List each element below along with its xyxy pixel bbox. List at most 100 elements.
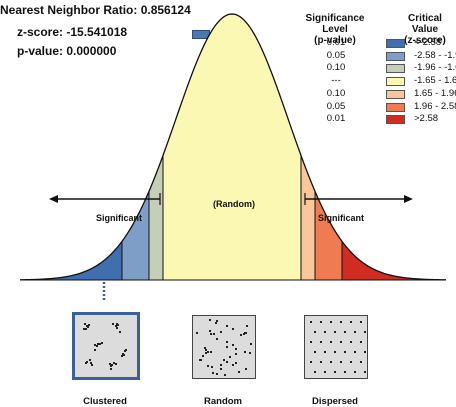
pattern-point (115, 326, 118, 329)
pattern-point (334, 371, 336, 373)
legend-swatch (386, 102, 405, 112)
pattern-point (354, 371, 356, 373)
band-p01-positive (342, 14, 446, 280)
legend-p-value: 0.01 (326, 37, 346, 48)
pattern-point (87, 324, 90, 327)
right-significance-arrow (304, 193, 413, 205)
pattern-point (364, 331, 366, 333)
band-p05-positive (315, 14, 342, 280)
pattern-point (310, 361, 312, 363)
pattern-point (219, 364, 222, 367)
pattern-point (110, 364, 113, 367)
pattern-point (94, 349, 97, 352)
pattern-point (206, 350, 209, 353)
legend-p-value: 0.05 (326, 49, 346, 61)
pattern-point (310, 321, 312, 323)
pattern-point (90, 364, 93, 367)
pattern-point (101, 342, 104, 345)
pattern-point (113, 361, 116, 364)
pattern-point (89, 362, 92, 365)
significance-level-title: Significance Level (305, 13, 365, 35)
nearest-neighbor-ratio: Nearest Neighbor Ratio: 0.856124 (0, 3, 191, 17)
curve-fill-bands (20, 14, 446, 280)
normal-distribution-curve (19, 13, 447, 300)
pattern-point (354, 351, 356, 353)
pattern-point (224, 373, 227, 376)
pattern-point (344, 351, 346, 353)
pattern-point (203, 346, 206, 349)
pattern-point (314, 371, 316, 373)
pattern-point (216, 319, 219, 322)
pattern-point (360, 321, 362, 323)
pattern-point (114, 324, 117, 327)
pattern-point (340, 341, 342, 343)
pattern-point (246, 325, 249, 328)
pattern-point (324, 371, 326, 373)
curve-outline (19, 13, 447, 281)
pattern-point (88, 359, 91, 362)
legend-p-value: 0.10 (326, 87, 346, 99)
band-p10-positive (301, 14, 315, 280)
legend-p-value: 0.01 (326, 113, 346, 125)
pattern-point (225, 341, 228, 344)
band-p10-negative (149, 14, 163, 280)
pattern-point (211, 372, 214, 375)
pattern-point (245, 332, 248, 335)
random-pattern-panel (192, 315, 256, 379)
pattern-point (242, 332, 245, 335)
p-value-value: p-value: 0.000000 (17, 44, 117, 58)
pattern-point (208, 329, 211, 332)
significance-level-header: Significance Level (p-value) (296, 13, 374, 46)
pattern-point (83, 328, 86, 331)
pattern-point (124, 348, 127, 351)
legend-z-range: -1.65 - 1.65 (414, 75, 456, 87)
legend-p-value: --- (331, 75, 341, 87)
pattern-point (123, 349, 126, 352)
clustered-label: Clustered (83, 396, 127, 407)
right-significant-label: Significant (318, 213, 365, 223)
pattern-point (118, 331, 121, 334)
legend-p-value: 0.10 (326, 62, 346, 74)
pattern-point (324, 331, 326, 333)
pattern-point (83, 322, 86, 325)
pattern-point (344, 331, 346, 333)
pattern-point (214, 322, 217, 325)
legend-swatch (386, 64, 405, 74)
pattern-point (320, 321, 322, 323)
pattern-point (206, 364, 209, 367)
legend-z-range: 1.65 - 1.96 (414, 87, 456, 99)
pattern-point (330, 361, 332, 363)
pattern-point (334, 351, 336, 353)
pattern-point (226, 346, 228, 349)
legend-z-range: <-2.58 (414, 37, 442, 48)
pattern-point (212, 332, 215, 335)
dispersed-label: Dispersed (312, 396, 358, 407)
legend-z-range: -1.96 - -1.65 (414, 62, 456, 74)
pattern-point (122, 354, 125, 357)
pattern-point (199, 359, 202, 362)
legend-swatch (386, 39, 405, 48)
pattern-point (96, 345, 99, 348)
pattern-point (215, 337, 218, 340)
pattern-point (350, 341, 352, 343)
pattern-point (344, 371, 346, 373)
pattern-point (243, 332, 246, 335)
critical-value-header: Critical Value (z-score) (394, 13, 456, 46)
legend-z-range: >2.58 (414, 113, 439, 125)
pattern-point (215, 372, 218, 375)
pattern-point (86, 325, 89, 328)
pattern-point (330, 341, 332, 343)
pattern-point (234, 362, 237, 365)
random-region-label: (Random) (213, 199, 255, 209)
pattern-point (243, 351, 246, 354)
pattern-point (210, 350, 213, 353)
pattern-point (121, 354, 124, 357)
pattern-point (112, 322, 115, 325)
pattern-point (232, 364, 235, 367)
pattern-point (209, 332, 212, 335)
dispersed-pattern-panel (304, 315, 368, 379)
pattern-point (250, 342, 253, 345)
band-p01-negative (20, 14, 122, 280)
pattern-point (320, 361, 322, 363)
pattern-point (245, 367, 248, 370)
